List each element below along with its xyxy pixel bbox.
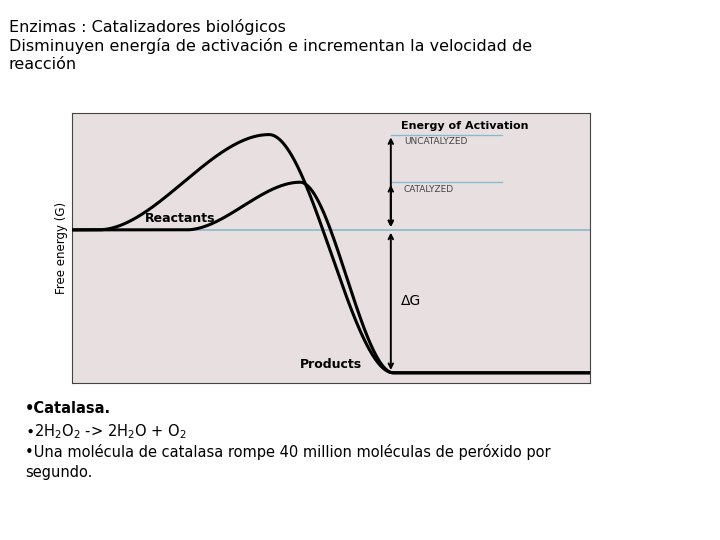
Text: $\bullet$2H$_2$O$_2$ -> 2H$_2$O + O$_2$: $\bullet$2H$_2$O$_2$ -> 2H$_2$O + O$_2$ — [25, 422, 186, 441]
Text: Reactants: Reactants — [145, 212, 215, 225]
Text: segundo.: segundo. — [25, 465, 93, 481]
Text: reacción: reacción — [9, 57, 77, 72]
Text: Disminuyen energía de activación e incrementan la velocidad de: Disminuyen energía de activación e incre… — [9, 38, 532, 54]
Text: ΔG: ΔG — [401, 294, 421, 308]
Text: UNCATALYZED: UNCATALYZED — [404, 137, 467, 146]
Text: •Una molécula de catalasa rompe 40 million moléculas de peróxido por: •Una molécula de catalasa rompe 40 milli… — [25, 444, 551, 460]
Text: Enzimas : Catalizadores biológicos: Enzimas : Catalizadores biológicos — [9, 19, 286, 35]
Text: Energy of Activation: Energy of Activation — [401, 122, 528, 131]
Y-axis label: Free energy (G): Free energy (G) — [55, 202, 68, 294]
Text: Products: Products — [300, 359, 362, 372]
Text: CATALYZED: CATALYZED — [404, 185, 454, 194]
Text: •Catalasa.: •Catalasa. — [25, 401, 112, 416]
